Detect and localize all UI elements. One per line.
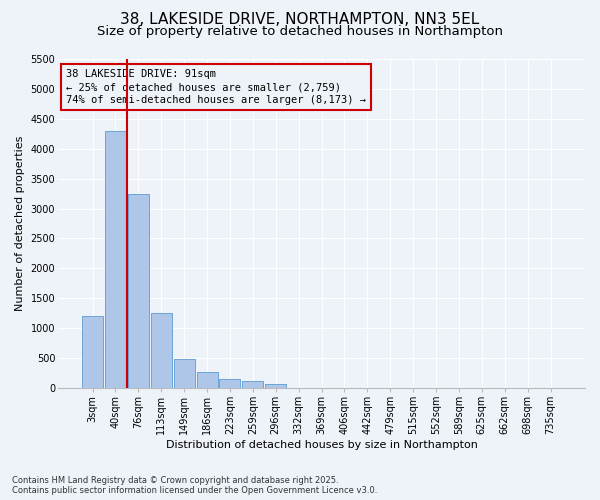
Bar <box>197 372 218 388</box>
Bar <box>265 384 286 388</box>
Bar <box>151 313 172 388</box>
Bar <box>128 194 149 388</box>
X-axis label: Distribution of detached houses by size in Northampton: Distribution of detached houses by size … <box>166 440 478 450</box>
Bar <box>82 316 103 388</box>
Bar <box>242 382 263 388</box>
Text: 38 LAKESIDE DRIVE: 91sqm
← 25% of detached houses are smaller (2,759)
74% of sem: 38 LAKESIDE DRIVE: 91sqm ← 25% of detach… <box>66 69 366 106</box>
Text: Contains HM Land Registry data © Crown copyright and database right 2025.
Contai: Contains HM Land Registry data © Crown c… <box>12 476 377 495</box>
Y-axis label: Number of detached properties: Number of detached properties <box>15 136 25 311</box>
Text: Size of property relative to detached houses in Northampton: Size of property relative to detached ho… <box>97 25 503 38</box>
Text: 38, LAKESIDE DRIVE, NORTHAMPTON, NN3 5EL: 38, LAKESIDE DRIVE, NORTHAMPTON, NN3 5EL <box>121 12 479 28</box>
Bar <box>220 379 241 388</box>
Bar <box>173 358 194 388</box>
Bar <box>105 131 126 388</box>
